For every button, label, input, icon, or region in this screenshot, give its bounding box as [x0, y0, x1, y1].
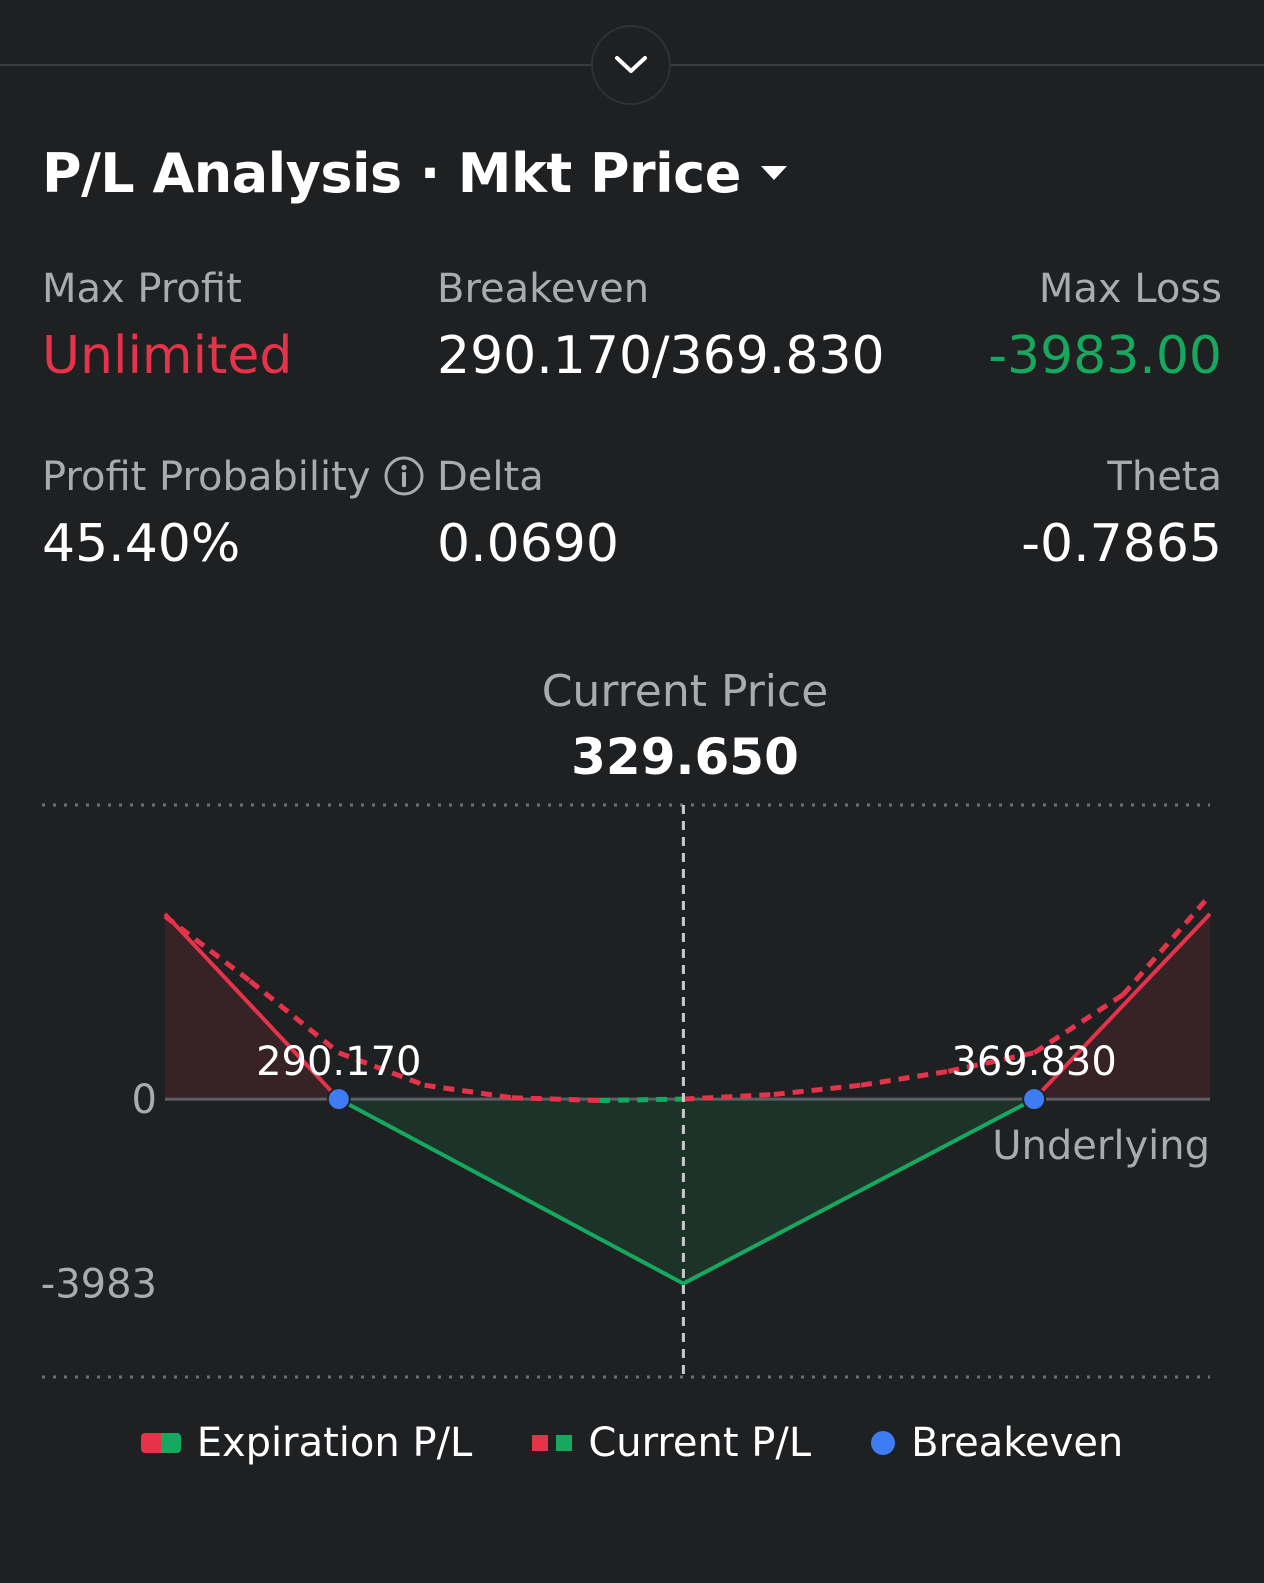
max-profit-stat: Max Profit Unlimited: [42, 266, 292, 386]
profit-probability-value: 45.40%: [42, 514, 241, 574]
current-price-value: 329.650: [571, 728, 799, 786]
expiration-swatch: [140, 1433, 181, 1453]
price-mode-label: Mkt Price: [457, 141, 742, 205]
title-separator: ·: [419, 141, 441, 205]
expiration-pl-segment: [163, 912, 341, 1101]
expiration-pl-segment: [682, 1097, 1036, 1286]
title-text: P/L Analysis: [42, 141, 402, 205]
current-pl-segment: [424, 1082, 513, 1101]
max-loss-value: -3983.00: [988, 326, 1222, 386]
analysis-mode-selector[interactable]: P/L Analysis · Mkt Price: [42, 138, 789, 208]
caret-down-icon: [760, 166, 787, 180]
delta-value: 0.0690: [437, 514, 619, 574]
expiration-pl-segment: [1032, 912, 1212, 1101]
breakeven-value: 290.170/369.830: [437, 326, 885, 386]
delta-label: Delta: [437, 454, 544, 500]
legend-current-label: Current P/L: [588, 1420, 812, 1466]
breakeven-point: [326, 1087, 351, 1112]
breakeven-label-low: 290.170: [256, 1039, 421, 1085]
current-pl-segment: [599, 1096, 684, 1103]
breakeven-stat: Breakeven 290.170/369.830: [437, 266, 885, 386]
profit-probability-stat: Profit Probability 45.40%: [42, 454, 425, 574]
max-profit-label: Max Profit: [42, 266, 242, 312]
breakeven-label-high: 369.830: [951, 1039, 1116, 1085]
current-pl-segment: [683, 1091, 774, 1102]
chevron-down-icon: [615, 56, 647, 73]
current-price-label: Current Price: [541, 666, 829, 717]
loss-area: [338, 1099, 1035, 1284]
current-swatch: [532, 1435, 573, 1451]
current-pl-segment: [337, 1050, 426, 1088]
y-tick-zero: 0: [132, 1077, 157, 1123]
x-axis-label: Underlying: [992, 1123, 1210, 1169]
max-profit-value: Unlimited: [42, 326, 293, 386]
legend-expiration: Expiration P/L: [140, 1420, 473, 1466]
page-title: P/L Analysis · Mkt Price: [42, 142, 741, 205]
collapse-button[interactable]: [591, 25, 671, 105]
current-pl-segment: [860, 1068, 949, 1088]
profit-probability-label: Profit Probability: [42, 454, 371, 500]
legend-breakeven: Breakeven: [871, 1420, 1123, 1466]
chart-legend: Expiration P/L Current P/L Breakeven: [0, 1420, 1264, 1466]
breakeven-swatch: [871, 1431, 896, 1455]
current-pl-segment: [947, 1050, 1035, 1074]
current-pl-segment: [248, 979, 341, 1055]
pl-chart[interactable]: 0 -3983 Underlying 290.170 369.830: [0, 790, 1264, 1410]
legend-breakeven-label: Breakeven: [911, 1420, 1124, 1466]
theta-stat: Theta -0.7865: [1021, 454, 1222, 574]
expiration-pl-segment: [337, 1097, 685, 1286]
info-icon[interactable]: [383, 455, 425, 497]
delta-stat: Delta 0.0690: [437, 454, 619, 574]
current-pl-segment: [773, 1082, 862, 1097]
max-loss-label: Max Loss: [1038, 266, 1222, 312]
legend-expiration-label: Expiration P/L: [196, 1420, 473, 1466]
y-tick-min: -3983: [41, 1262, 157, 1308]
current-pl-segment: [511, 1095, 600, 1103]
legend-current: Current P/L: [532, 1420, 811, 1466]
current-pl-segment: [1121, 893, 1212, 997]
breakeven-label: Breakeven: [437, 266, 650, 312]
breakeven-point: [1022, 1087, 1047, 1112]
theta-value: -0.7865: [1021, 514, 1222, 574]
theta-label: Theta: [1107, 454, 1222, 500]
max-loss-stat: Max Loss -3983.00: [988, 266, 1222, 386]
